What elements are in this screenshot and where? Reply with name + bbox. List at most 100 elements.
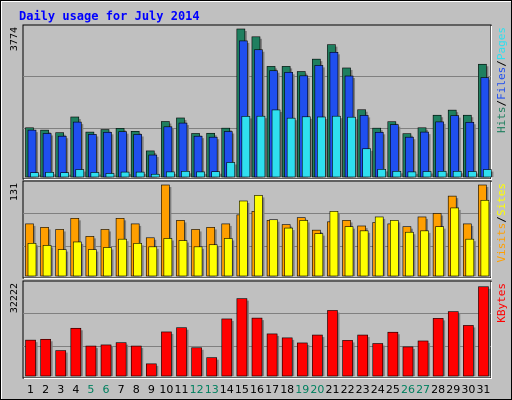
bar-hits-files-5 xyxy=(88,134,97,178)
bar-kbytes-kbytes-13 xyxy=(206,357,218,377)
bar-kbytes-kbytes-20 xyxy=(312,334,323,377)
bar-kbytes-kbytes-8 xyxy=(130,345,142,377)
bar-kbytes-kbytes-30 xyxy=(463,325,474,377)
bar-visits-sites-20 xyxy=(314,233,324,277)
bar-visits-sites-25 xyxy=(390,220,399,277)
bar-hits-pages-23 xyxy=(362,148,371,178)
x-tick-label-21: 21 xyxy=(325,383,339,396)
bar-kbytes-kbytes-19 xyxy=(296,342,308,377)
x-tick-label-8: 8 xyxy=(133,383,140,396)
bar-hits-files-2 xyxy=(42,133,52,178)
bar-hits-pages-30 xyxy=(468,171,477,178)
bar-kbytes-kbytes-7 xyxy=(115,342,127,377)
bar-visits-sites-31 xyxy=(480,199,490,277)
bar-hits-pages-27 xyxy=(422,171,432,178)
bar-visits-sites-12 xyxy=(193,246,203,277)
bar-visits-sites-16 xyxy=(254,195,263,277)
x-tick-label-17: 17 xyxy=(265,383,279,396)
bar-hits-pages-21 xyxy=(332,115,341,178)
bar-hits-files-10 xyxy=(163,126,173,178)
bar-hits-pages-29 xyxy=(452,171,462,178)
bar-hits-pages-14 xyxy=(226,162,236,178)
x-tick-label-10: 10 xyxy=(159,383,173,396)
legend-sites: Sites xyxy=(495,183,508,216)
bar-hits-files-11 xyxy=(178,122,188,178)
bar-hits-files-12 xyxy=(193,135,203,178)
bar-kbytes-kbytes-15 xyxy=(236,298,248,377)
x-tick-label-23: 23 xyxy=(356,383,370,396)
bar-visits-sites-29 xyxy=(450,207,460,277)
legend-visits: Visits xyxy=(495,223,508,263)
bar-hits-pages-5 xyxy=(90,172,100,178)
chart-title: Daily usage for July 2014 xyxy=(19,9,200,23)
x-tick-label-9: 9 xyxy=(148,383,155,396)
bar-hits-pages-9 xyxy=(150,173,160,178)
bar-hits-pages-11 xyxy=(181,171,190,178)
bar-hits-pages-19 xyxy=(301,116,311,178)
bar-hits-pages-25 xyxy=(392,171,402,178)
bar-hits-files-7 xyxy=(118,131,127,178)
bar-hits-pages-16 xyxy=(256,115,266,178)
bar-hits-pages-1 xyxy=(30,172,39,178)
bar-kbytes-kbytes-26 xyxy=(402,346,414,377)
legend-separator: / xyxy=(495,60,508,67)
bar-hits-pages-17 xyxy=(271,109,281,178)
bar-kbytes-kbytes-14 xyxy=(221,318,233,377)
bar-hits-pages-22 xyxy=(347,116,356,178)
bar-hits-pages-20 xyxy=(317,116,326,178)
bar-hits-pages-7 xyxy=(120,171,130,178)
bar-kbytes-kbytes-25 xyxy=(387,331,399,377)
bar-hits-files-3 xyxy=(57,135,67,178)
bar-hits-files-30 xyxy=(465,121,475,178)
bar-hits-pages-8 xyxy=(135,171,145,178)
bar-hits-files-27 xyxy=(420,131,429,178)
bar-kbytes-kbytes-16 xyxy=(251,317,263,377)
legend-files: Files xyxy=(495,67,508,100)
x-tick-label-14: 14 xyxy=(220,383,234,396)
bar-visits-sites-30 xyxy=(465,238,475,277)
bar-kbytes-kbytes-6 xyxy=(100,344,112,377)
bar-visits-sites-5 xyxy=(88,249,97,277)
bar-visits-sites-3 xyxy=(57,249,67,277)
bar-hits-files-28 xyxy=(435,121,444,178)
bar-visits-sites-26 xyxy=(405,231,414,277)
x-tick-label-20: 20 xyxy=(310,383,324,396)
legend-kbytes: KBytes xyxy=(495,283,508,323)
bar-kbytes-kbytes-3 xyxy=(55,350,67,377)
x-tick-label-19: 19 xyxy=(295,383,309,396)
legend-pages: Pages xyxy=(495,27,508,60)
x-tick-label-27: 27 xyxy=(416,383,430,396)
panel-kbytes-bars xyxy=(25,286,491,377)
bar-visits-sites-27 xyxy=(420,230,429,277)
bar-kbytes-kbytes-12 xyxy=(191,347,202,377)
bar-hits-pages-24 xyxy=(377,169,387,178)
bar-visits-sites-19 xyxy=(299,220,309,277)
bar-kbytes-kbytes-1 xyxy=(25,339,36,377)
panel-hits-bars xyxy=(25,28,494,178)
bar-hits-pages-4 xyxy=(75,169,85,178)
bar-hits-pages-6 xyxy=(105,173,115,178)
x-tick-label-26: 26 xyxy=(401,383,415,396)
bar-hits-files-9 xyxy=(148,154,158,178)
bar-visits-sites-8 xyxy=(133,243,142,277)
bar-kbytes-kbytes-5 xyxy=(85,345,97,377)
x-tick-label-13: 13 xyxy=(205,383,219,396)
bar-hits-files-8 xyxy=(133,134,142,178)
bar-hits-files-6 xyxy=(103,131,112,178)
bar-kbytes-kbytes-27 xyxy=(417,340,429,377)
bar-hits-pages-26 xyxy=(407,171,417,178)
chart-panels: 3774Hits/Files/Pages131Visits/Sites32222… xyxy=(9,24,508,379)
bar-hits-files-1 xyxy=(27,129,37,178)
x-tick-label-24: 24 xyxy=(371,383,385,396)
x-tick-label-31: 31 xyxy=(476,383,490,396)
panel-kbytes-legend: KBytes xyxy=(495,283,508,323)
bar-hits-files-13 xyxy=(208,136,218,178)
x-tick-label-22: 22 xyxy=(341,383,355,396)
legend-separator: / xyxy=(495,100,508,107)
bar-hits-pages-2 xyxy=(45,171,54,178)
bar-hits-files-26 xyxy=(405,136,414,178)
panel-kbytes: 32222 KBytes xyxy=(9,280,508,379)
bar-kbytes-kbytes-2 xyxy=(40,338,51,377)
bar-hits-files-31 xyxy=(480,77,490,178)
